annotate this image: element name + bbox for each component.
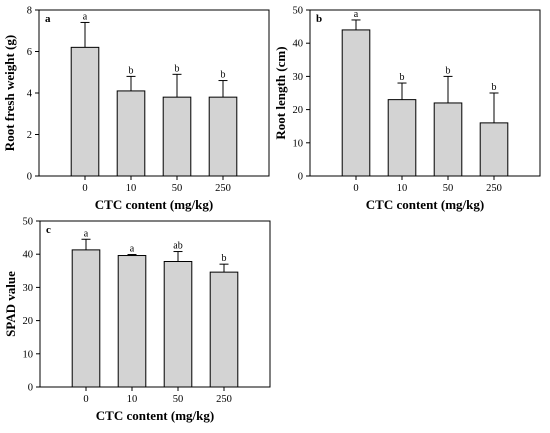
- x-axis-title: CTC content (mg/kg): [95, 197, 213, 212]
- significance-label: a: [83, 11, 88, 22]
- y-axis-title: Root length (cm): [273, 46, 288, 139]
- x-tick-label: 250: [215, 183, 231, 194]
- y-tick-label: 8: [27, 6, 32, 17]
- x-axis-title: CTC content (mg/kg): [366, 197, 484, 212]
- y-tick-label: 0: [298, 172, 303, 183]
- bar: [70, 46, 100, 177]
- y-tick-label: 30: [23, 283, 34, 294]
- bar: [479, 122, 509, 177]
- bar: [209, 271, 239, 388]
- y-tick-label: 0: [28, 383, 33, 394]
- y-axis-title: Root fresh weight (g): [2, 35, 17, 151]
- y-tick-label: 40: [293, 39, 304, 50]
- y-tick-label: 20: [293, 105, 304, 116]
- panel-label: b: [316, 13, 322, 25]
- x-tick-label: 0: [83, 394, 88, 405]
- bar: [341, 29, 371, 177]
- x-axis-title: CTC content (mg/kg): [96, 408, 214, 423]
- y-tick-label: 6: [27, 47, 32, 58]
- x-tick-label: 0: [82, 183, 87, 194]
- significance-label: b: [221, 70, 226, 81]
- x-tick-label: 250: [486, 183, 502, 194]
- y-axis-title: SPAD value: [3, 271, 18, 337]
- panel-label: a: [45, 13, 51, 25]
- y-tick-label: 10: [293, 138, 304, 149]
- y-tick-label: 40: [23, 250, 34, 261]
- significance-label: a: [84, 228, 89, 239]
- significance-label: b: [175, 63, 180, 74]
- y-tick-label: 50: [293, 6, 304, 17]
- x-tick-label: 10: [126, 183, 137, 194]
- significance-label: ab: [173, 241, 182, 252]
- y-tick-label: 50: [23, 217, 34, 228]
- bar: [208, 96, 238, 177]
- x-tick-label: 50: [172, 183, 183, 194]
- significance-label: b: [400, 72, 405, 83]
- x-tick-label: 10: [397, 183, 408, 194]
- plot-frame: [309, 9, 541, 177]
- bar: [162, 96, 192, 177]
- bar: [433, 102, 463, 177]
- y-tick-label: 4: [27, 89, 33, 100]
- bar: [163, 261, 193, 388]
- y-tick-label: 20: [23, 316, 34, 327]
- significance-label: b: [492, 82, 497, 93]
- significance-label: a: [354, 9, 359, 20]
- bar: [117, 255, 147, 388]
- x-tick-label: 0: [353, 183, 358, 194]
- bar: [387, 99, 417, 177]
- significance-label: a: [130, 244, 135, 255]
- plot-frame: [39, 220, 271, 388]
- y-tick-label: 0: [27, 172, 32, 183]
- significance-label: b: [446, 65, 451, 76]
- x-tick-label: 250: [216, 394, 232, 405]
- x-tick-label: 50: [173, 394, 184, 405]
- bar: [116, 90, 146, 177]
- y-tick-label: 30: [293, 72, 304, 83]
- y-tick-label: 10: [23, 349, 34, 360]
- significance-label: b: [129, 65, 134, 76]
- x-tick-label: 10: [127, 394, 138, 405]
- significance-label: b: [222, 253, 227, 264]
- y-tick-label: 2: [27, 130, 32, 141]
- bar: [71, 249, 101, 388]
- x-tick-label: 50: [443, 183, 454, 194]
- panel-label: c: [46, 224, 51, 236]
